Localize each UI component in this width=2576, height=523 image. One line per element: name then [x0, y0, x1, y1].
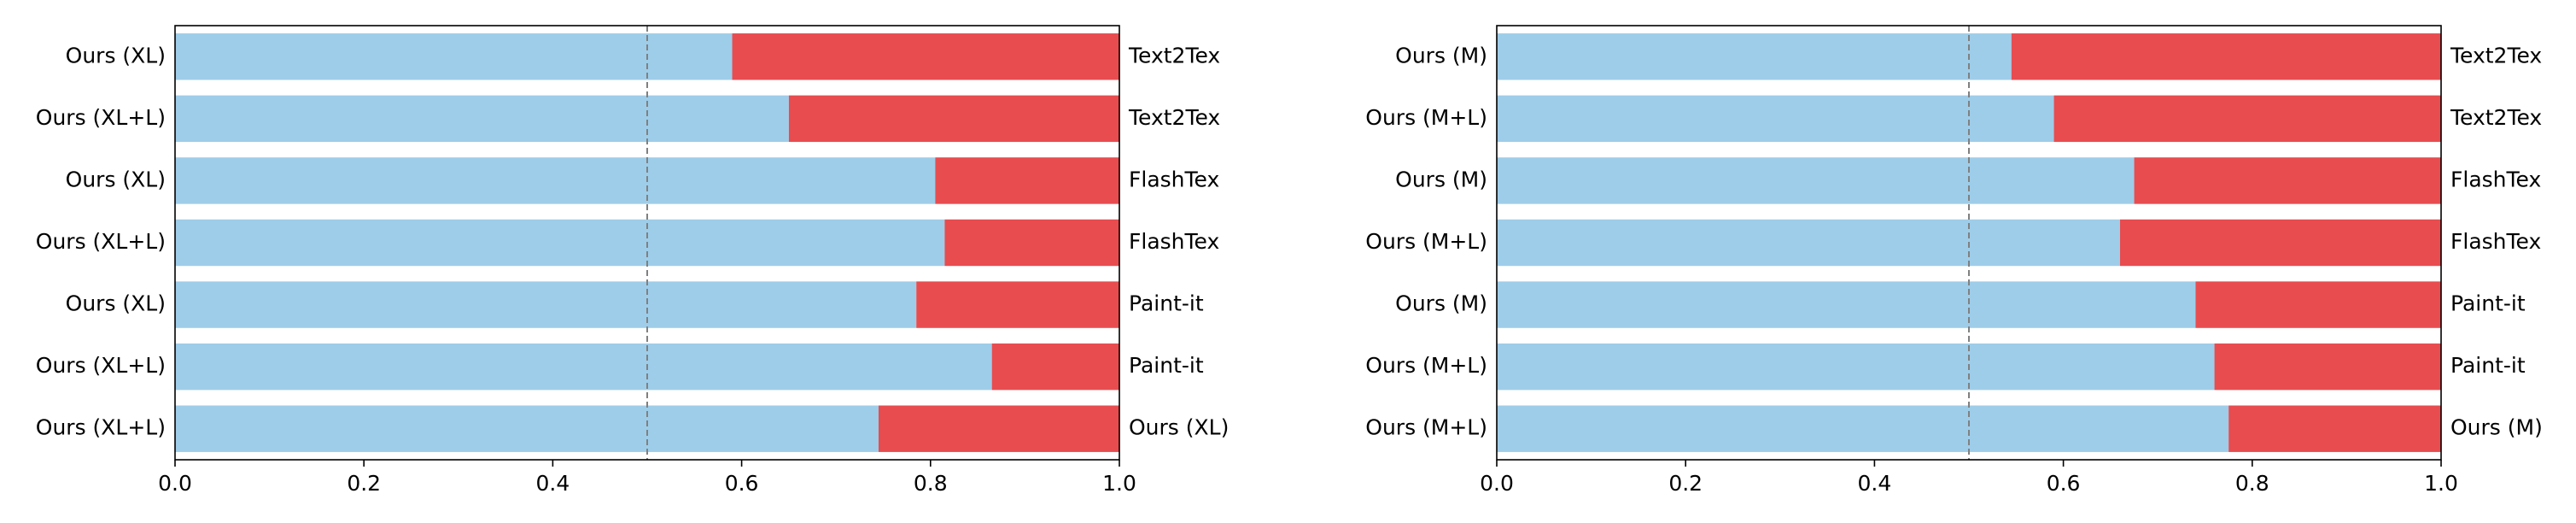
bar-segment-right [2134, 157, 2441, 204]
x-tick-label: 0.4 [536, 471, 570, 496]
bar-label-left: Ours (M+L) [1365, 229, 1487, 254]
bar-segment-left [175, 33, 733, 80]
bar-segment-left [175, 95, 789, 143]
bar-label-right: Text2Tex [1128, 105, 1220, 130]
bar-segment-right [2011, 33, 2441, 80]
bar-label-left: Ours (M+L) [1365, 105, 1487, 130]
bar-segment-left [1497, 405, 2229, 452]
bar-label-right: FlashTex [1129, 229, 1219, 254]
bar-label-left: Ours (XL) [66, 167, 166, 191]
bar-label-right: Ours (M) [2450, 415, 2543, 440]
bar-label-left: Ours (XL) [66, 43, 166, 68]
bar-segment-left [175, 219, 945, 267]
bar-label-right: Text2Tex [2450, 43, 2542, 68]
bar-segment-left [1497, 95, 2054, 143]
bar-segment-left [1497, 157, 2135, 204]
bar-segment-left [175, 343, 992, 391]
bar-segment-right [991, 343, 1119, 391]
bar-label-right: Paint-it [1129, 353, 1204, 378]
x-tick-label: 0.0 [1480, 471, 1514, 496]
bar-segment-left [175, 405, 879, 452]
x-tick-label: 0.0 [158, 471, 192, 496]
bar-label-right: Text2Tex [1128, 43, 1220, 68]
bar-label-right: Paint-it [2450, 353, 2526, 378]
bar-label-left: Ours (M) [1395, 291, 1487, 316]
bar-segment-right [732, 33, 1119, 80]
axes-frame [1496, 25, 2442, 461]
bar-label-right: FlashTex [2450, 167, 2541, 191]
bar-segment-right [916, 281, 1119, 328]
bar-label-left: Ours (XL) [66, 291, 166, 316]
bar-label-right: Text2Tex [2450, 105, 2542, 130]
bar-label-left: Ours (M+L) [1365, 353, 1487, 378]
bar-label-right: Ours (XL) [1129, 415, 1229, 440]
bar-label-left: Ours (M) [1395, 167, 1487, 191]
bar-segment-right [2053, 95, 2441, 143]
bar-segment-left [1497, 219, 2120, 267]
x-tick-label: 0.2 [347, 471, 381, 496]
bar-segment-right [2195, 281, 2441, 328]
bar-label-right: Paint-it [2450, 291, 2526, 316]
bar-label-right: FlashTex [2450, 229, 2541, 254]
x-tick-label: 0.6 [2047, 471, 2081, 496]
bar-label-left: Ours (M) [1395, 43, 1487, 68]
bar-label-left: Ours (XL+L) [36, 415, 166, 440]
x-tick-label: 1.0 [2424, 471, 2458, 496]
bar-segment-right [788, 95, 1119, 143]
bar-label-right: Paint-it [1129, 291, 1204, 316]
axes-frame [174, 25, 1120, 461]
chart-panel-right: Ours (M) Text2Tex Ours (M+L) Text2Tex Ours (… [1365, 25, 2543, 496]
bar-segment-left [1497, 281, 2196, 328]
bar-segment-left [175, 157, 936, 204]
bar-segment-right [935, 157, 1119, 204]
bar-segment-left [1497, 33, 2012, 80]
bar-segment-left [175, 281, 917, 328]
bar-segment-right [878, 405, 1119, 452]
bar-label-left: Ours (XL+L) [36, 229, 166, 254]
bar-label-left: Ours (M+L) [1365, 415, 1487, 440]
bar-segment-right [2228, 405, 2441, 452]
x-tick-label: 0.4 [1858, 471, 1892, 496]
bar-segment-right [2119, 219, 2441, 267]
x-tick-label: 0.8 [914, 471, 948, 496]
chart-panel-left: Ours (XL) Text2Tex Ours (XL+L) Text2Tex Ours… [36, 25, 1229, 496]
bar-segment-right [944, 219, 1119, 267]
bar-label-right: FlashTex [1129, 167, 1219, 191]
x-tick-label: 1.0 [1102, 471, 1136, 496]
bar-label-left: Ours (XL+L) [36, 105, 166, 130]
x-tick-label: 0.8 [2235, 471, 2269, 496]
x-tick-label: 0.2 [1668, 471, 1703, 496]
bar-segment-right [2214, 343, 2441, 391]
bar-label-left: Ours (XL+L) [36, 353, 166, 378]
bar-segment-left [1497, 343, 2215, 391]
x-tick-label: 0.6 [725, 471, 759, 496]
